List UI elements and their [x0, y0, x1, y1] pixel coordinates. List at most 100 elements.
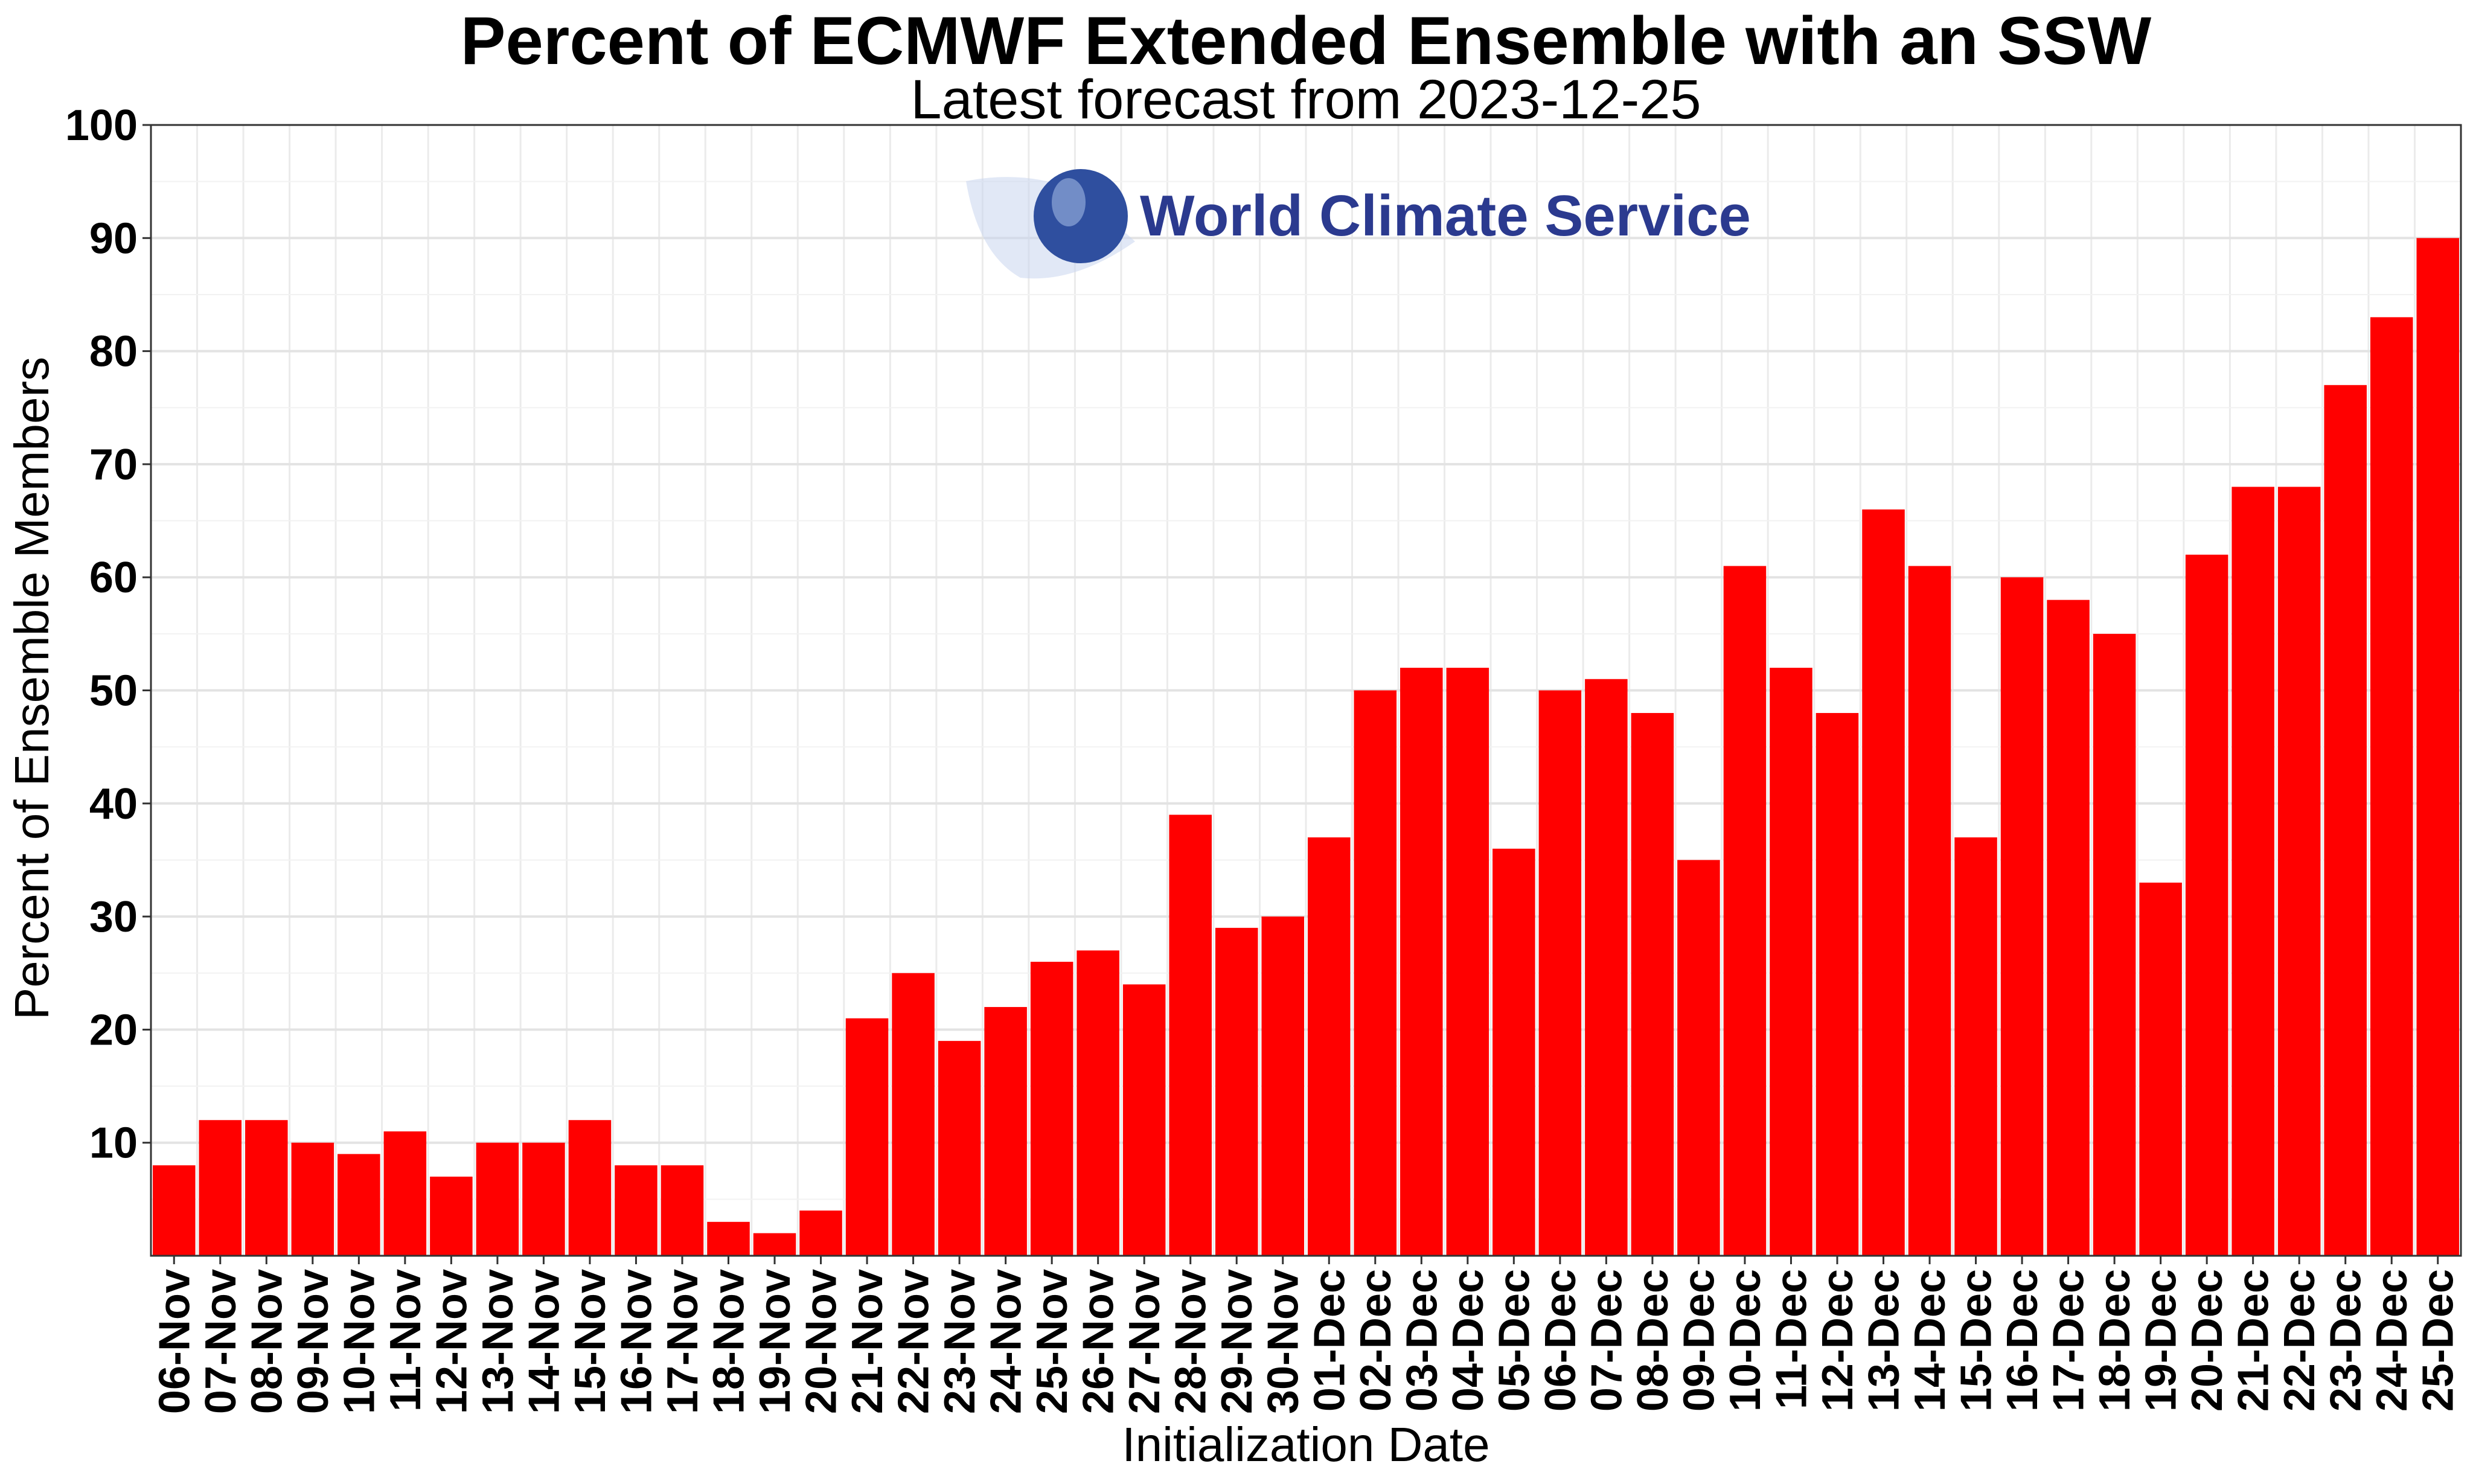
y-tick-label: 60 [89, 554, 138, 602]
x-tick-label: 18-Dec [2091, 1269, 2139, 1412]
bar-21-Nov [845, 1018, 889, 1256]
x-axis-ticks: 06-Nov07-Nov08-Nov09-Nov10-Nov11-Nov12-N… [150, 1256, 2463, 1414]
grid-lines [150, 125, 2462, 1256]
bar-16-Dec [2000, 577, 2044, 1256]
bar-12-Nov [430, 1176, 473, 1256]
bar-28-Nov [1169, 814, 1212, 1256]
x-tick-label: 26-Nov [1075, 1269, 1123, 1414]
x-tick-label: 13-Dec [1860, 1269, 1908, 1412]
bar-06-Nov [153, 1165, 196, 1256]
x-tick-label: 19-Dec [2137, 1269, 2186, 1412]
x-tick-label: 29-Nov [1213, 1269, 1261, 1414]
y-tick-label: 90 [89, 214, 138, 263]
x-tick-label: 06-Dec [1537, 1269, 1585, 1412]
x-tick-label: 16-Nov [612, 1269, 661, 1414]
bar-14-Dec [1908, 566, 1951, 1256]
y-tick-label: 100 [65, 101, 138, 150]
x-tick-label: 14-Nov [520, 1269, 568, 1414]
bar-27-Nov [1122, 984, 1166, 1256]
bar-12-Dec [1816, 712, 1859, 1256]
x-tick-label: 25-Nov [1028, 1269, 1077, 1414]
x-tick-label: 12-Dec [1814, 1269, 1862, 1412]
x-tick-label: 23-Dec [2322, 1269, 2370, 1412]
x-tick-label: 25-Dec [2414, 1269, 2463, 1412]
bar-20-Dec [2185, 554, 2228, 1256]
x-tick-label: 08-Nov [243, 1269, 291, 1414]
bar-25-Dec [2416, 238, 2459, 1256]
chart-title: Percent of ECMWF Extended Ensemble with … [461, 3, 2152, 78]
x-tick-label: 10-Nov [335, 1269, 383, 1414]
x-tick-label: 19-Nov [751, 1269, 799, 1414]
y-tick-label: 80 [89, 328, 138, 376]
x-tick-label: 12-Nov [427, 1269, 476, 1414]
x-tick-label: 20-Dec [2183, 1269, 2231, 1412]
world-climate-service-logo: World Climate Service [966, 169, 1751, 279]
y-tick-label: 70 [89, 441, 138, 489]
bar-22-Nov [892, 973, 935, 1256]
bar-13-Dec [1862, 509, 1905, 1256]
x-tick-label: 06-Nov [150, 1269, 199, 1414]
bar-05-Dec [1492, 848, 1535, 1256]
bar-09-Dec [1677, 860, 1720, 1256]
x-tick-label: 18-Nov [705, 1269, 753, 1414]
y-tick-label: 10 [89, 1119, 138, 1168]
x-axis-label: Initialization Date [1122, 1418, 1489, 1471]
logo-text: World Climate Service [1140, 184, 1751, 248]
x-tick-label: 10-Dec [1721, 1269, 1770, 1412]
x-tick-label: 15-Dec [1953, 1269, 2001, 1412]
y-tick-label: 50 [89, 667, 138, 715]
globe-landmass-icon [1052, 178, 1086, 226]
y-axis-label: Percent of Ensemble Members [5, 357, 59, 1020]
bars [153, 238, 2459, 1256]
x-tick-label: 08-Dec [1629, 1269, 1677, 1412]
bar-02-Dec [1354, 690, 1397, 1256]
x-tick-label: 21-Nov [843, 1269, 892, 1414]
bar-24-Nov [984, 1006, 1027, 1256]
x-tick-label: 11-Dec [1767, 1269, 1816, 1409]
x-tick-label: 22-Dec [2276, 1269, 2324, 1412]
bar-16-Nov [615, 1165, 657, 1256]
bar-26-Nov [1077, 950, 1119, 1256]
bar-17-Nov [661, 1165, 704, 1256]
x-tick-label: 30-Nov [1259, 1269, 1308, 1414]
bar-10-Nov [338, 1154, 380, 1256]
chart-subtitle: Latest forecast from 2023-12-25 [910, 69, 1701, 130]
x-tick-label: 09-Nov [289, 1269, 338, 1414]
bar-03-Dec [1400, 668, 1443, 1256]
bar-11-Dec [1770, 668, 1812, 1256]
x-tick-label: 17-Nov [659, 1269, 707, 1414]
bar-21-Dec [2231, 487, 2274, 1256]
x-tick-label: 03-Dec [1398, 1269, 1446, 1412]
bar-15-Nov [568, 1120, 612, 1256]
x-tick-label: 23-Nov [936, 1269, 984, 1414]
x-tick-label: 27-Nov [1121, 1269, 1169, 1414]
x-tick-label: 22-Nov [890, 1269, 938, 1414]
y-tick-label: 20 [89, 1006, 138, 1054]
x-tick-label: 13-Nov [474, 1269, 522, 1414]
bar-18-Nov [707, 1221, 750, 1256]
bar-04-Dec [1446, 668, 1489, 1256]
bar-19-Nov [753, 1233, 796, 1256]
bar-24-Dec [2370, 317, 2413, 1256]
x-tick-label: 07-Dec [1582, 1269, 1631, 1412]
bar-13-Nov [476, 1142, 519, 1256]
bar-10-Dec [1723, 566, 1767, 1256]
bar-19-Dec [2139, 882, 2182, 1256]
x-tick-label: 01-Dec [1305, 1269, 1354, 1412]
bar-14-Nov [522, 1142, 565, 1256]
bar-07-Dec [1585, 679, 1628, 1256]
x-tick-label: 16-Dec [1998, 1269, 2047, 1412]
bar-01-Dec [1308, 837, 1351, 1256]
bar-09-Nov [291, 1142, 334, 1256]
x-tick-label: 09-Dec [1675, 1269, 1723, 1412]
bar-15-Dec [1954, 837, 1997, 1256]
x-tick-label: 07-Nov [197, 1269, 245, 1414]
bar-18-Dec [2093, 633, 2136, 1256]
bar-08-Dec [1631, 712, 1674, 1256]
bar-08-Nov [245, 1120, 288, 1256]
x-tick-label: 21-Dec [2230, 1269, 2278, 1412]
x-tick-label: 04-Dec [1444, 1269, 1492, 1412]
x-tick-label: 11-Nov [382, 1269, 430, 1412]
bar-07-Nov [199, 1120, 242, 1256]
